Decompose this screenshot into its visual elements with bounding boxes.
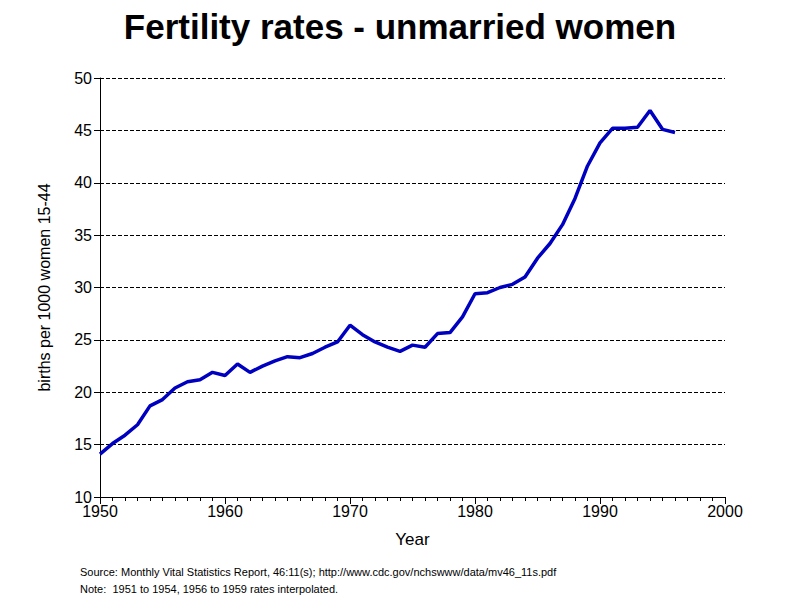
svg-text:Source: Monthly Vital Statisti: Source: Monthly Vital Statistics Report,…: [80, 566, 557, 578]
svg-text:births per 1000 women 15-44: births per 1000 women 15-44: [36, 183, 53, 391]
svg-text:50: 50: [74, 70, 92, 87]
svg-text:1960: 1960: [207, 503, 243, 520]
svg-text:2000: 2000: [707, 503, 743, 520]
svg-text:30: 30: [74, 279, 92, 296]
svg-text:35: 35: [74, 227, 92, 244]
svg-text:1990: 1990: [582, 503, 618, 520]
svg-text:Fertility rates - unmarried wo: Fertility rates - unmarried women: [124, 7, 676, 46]
svg-text:45: 45: [74, 122, 92, 139]
svg-text:1970: 1970: [332, 503, 368, 520]
svg-text:Year: Year: [395, 530, 430, 549]
svg-text:Note: 1951 to 1954, 1956 to 1: Note: 1951 to 1954, 1956 to 1959 rates i…: [80, 583, 338, 595]
svg-text:10: 10: [74, 488, 92, 506]
svg-text:40: 40: [74, 174, 92, 191]
svg-text:20: 20: [74, 384, 92, 401]
svg-text:25: 25: [74, 331, 92, 348]
svg-text:1980: 1980: [457, 503, 493, 520]
svg-text:15: 15: [74, 436, 92, 453]
svg-text:1950: 1950: [82, 503, 118, 520]
